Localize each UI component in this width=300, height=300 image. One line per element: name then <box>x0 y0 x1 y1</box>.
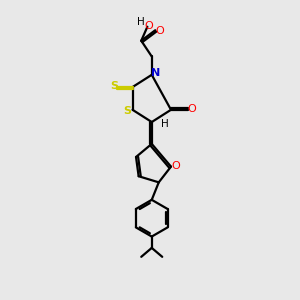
Text: O: O <box>144 21 153 31</box>
Text: O: O <box>172 161 181 171</box>
Text: S: S <box>110 81 118 91</box>
Text: S: S <box>124 106 132 116</box>
Text: H: H <box>161 119 169 129</box>
Text: O: O <box>188 104 196 114</box>
Text: N: N <box>151 68 160 78</box>
Text: H: H <box>137 17 145 27</box>
Text: O: O <box>156 26 164 36</box>
